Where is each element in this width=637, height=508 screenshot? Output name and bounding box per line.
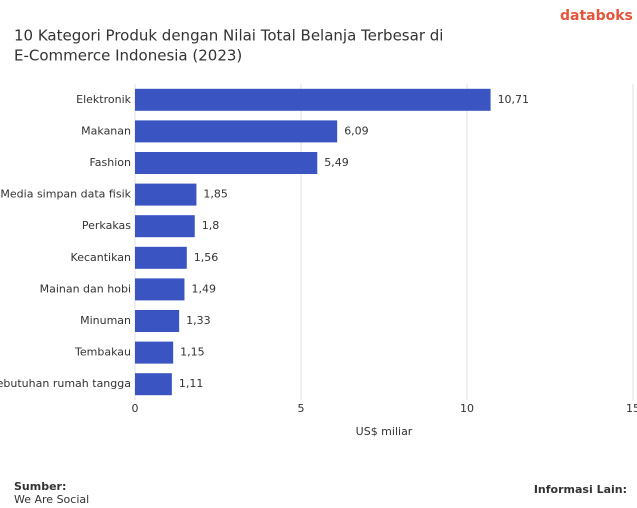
bar [135, 152, 318, 174]
bar [135, 120, 338, 143]
x-tick-label: 15 [626, 402, 637, 415]
value-label: 1,8 [202, 219, 220, 232]
y-tick-label: Perkakas [82, 219, 131, 232]
y-tick-label: Minuman [80, 314, 131, 327]
value-label: 1,56 [194, 251, 219, 264]
value-label: 1,11 [179, 377, 204, 390]
x-tick-label: 10 [460, 402, 474, 415]
y-tick-label: Kebutuhan rumah tangga [0, 377, 131, 390]
value-label: 1,49 [191, 282, 216, 295]
chart-title: E-Commerce Indonesia (2023) [14, 47, 242, 65]
bar [135, 88, 491, 111]
value-label: 5,49 [324, 156, 349, 169]
value-label: 1,15 [180, 346, 205, 359]
bar [135, 373, 172, 396]
bar [135, 310, 180, 332]
value-label: 6,09 [344, 124, 369, 137]
brand-logo: databoks [560, 8, 633, 24]
x-tick-label: 5 [298, 402, 305, 415]
bar [135, 341, 174, 364]
chart-title: 10 Kategori Produk dengan Nilai Total Be… [14, 27, 443, 45]
y-tick-label: Elektronik [76, 93, 131, 106]
source-label: Sumber: [14, 480, 66, 493]
bar [135, 246, 187, 269]
y-tick-label: Fashion [89, 156, 131, 169]
y-tick-label: Mainan dan hobi [40, 282, 131, 295]
y-tick-label: Media simpan data fisik [0, 188, 131, 201]
x-axis-label: US$ miliar [356, 425, 413, 438]
bar [135, 278, 185, 301]
source: We Are Social [14, 493, 89, 506]
x-tick-label: 0 [132, 402, 139, 415]
info-label: Informasi Lain: [534, 483, 627, 496]
y-tick-label: Kecantikan [71, 251, 131, 264]
value-label: 1,85 [203, 188, 228, 201]
bar [135, 215, 195, 238]
bar [135, 183, 197, 206]
value-label: 10,71 [498, 93, 530, 106]
value-label: 1,33 [186, 314, 211, 327]
y-tick-label: Makanan [81, 124, 131, 137]
y-tick-label: Tembakau [74, 346, 131, 359]
